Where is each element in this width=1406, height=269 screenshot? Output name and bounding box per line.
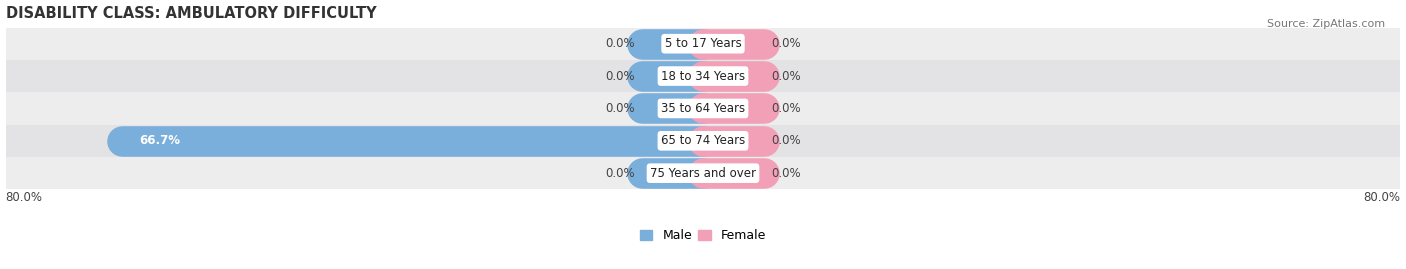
Text: 0.0%: 0.0% <box>606 37 636 50</box>
Text: 0.0%: 0.0% <box>606 102 636 115</box>
Text: 75 Years and over: 75 Years and over <box>650 167 756 180</box>
Text: 18 to 34 Years: 18 to 34 Years <box>661 70 745 83</box>
Text: 0.0%: 0.0% <box>606 167 636 180</box>
Text: 0.0%: 0.0% <box>770 37 800 50</box>
Text: 80.0%: 80.0% <box>1364 191 1400 204</box>
Bar <box>6 60 1400 92</box>
Text: 0.0%: 0.0% <box>606 70 636 83</box>
Bar <box>6 27 1400 60</box>
Bar <box>6 92 1400 125</box>
Bar <box>6 125 1400 157</box>
Bar <box>6 157 1400 189</box>
Text: DISABILITY CLASS: AMBULATORY DIFFICULTY: DISABILITY CLASS: AMBULATORY DIFFICULTY <box>6 6 377 20</box>
Text: 0.0%: 0.0% <box>770 134 800 147</box>
Text: 0.0%: 0.0% <box>770 167 800 180</box>
Text: Source: ZipAtlas.com: Source: ZipAtlas.com <box>1267 19 1385 29</box>
Legend: Male, Female: Male, Female <box>636 224 770 247</box>
Text: 5 to 17 Years: 5 to 17 Years <box>665 37 741 50</box>
Text: 66.7%: 66.7% <box>139 134 180 147</box>
Text: 80.0%: 80.0% <box>6 191 42 204</box>
Text: 0.0%: 0.0% <box>770 102 800 115</box>
Text: 0.0%: 0.0% <box>770 70 800 83</box>
Text: 35 to 64 Years: 35 to 64 Years <box>661 102 745 115</box>
Text: 65 to 74 Years: 65 to 74 Years <box>661 134 745 147</box>
